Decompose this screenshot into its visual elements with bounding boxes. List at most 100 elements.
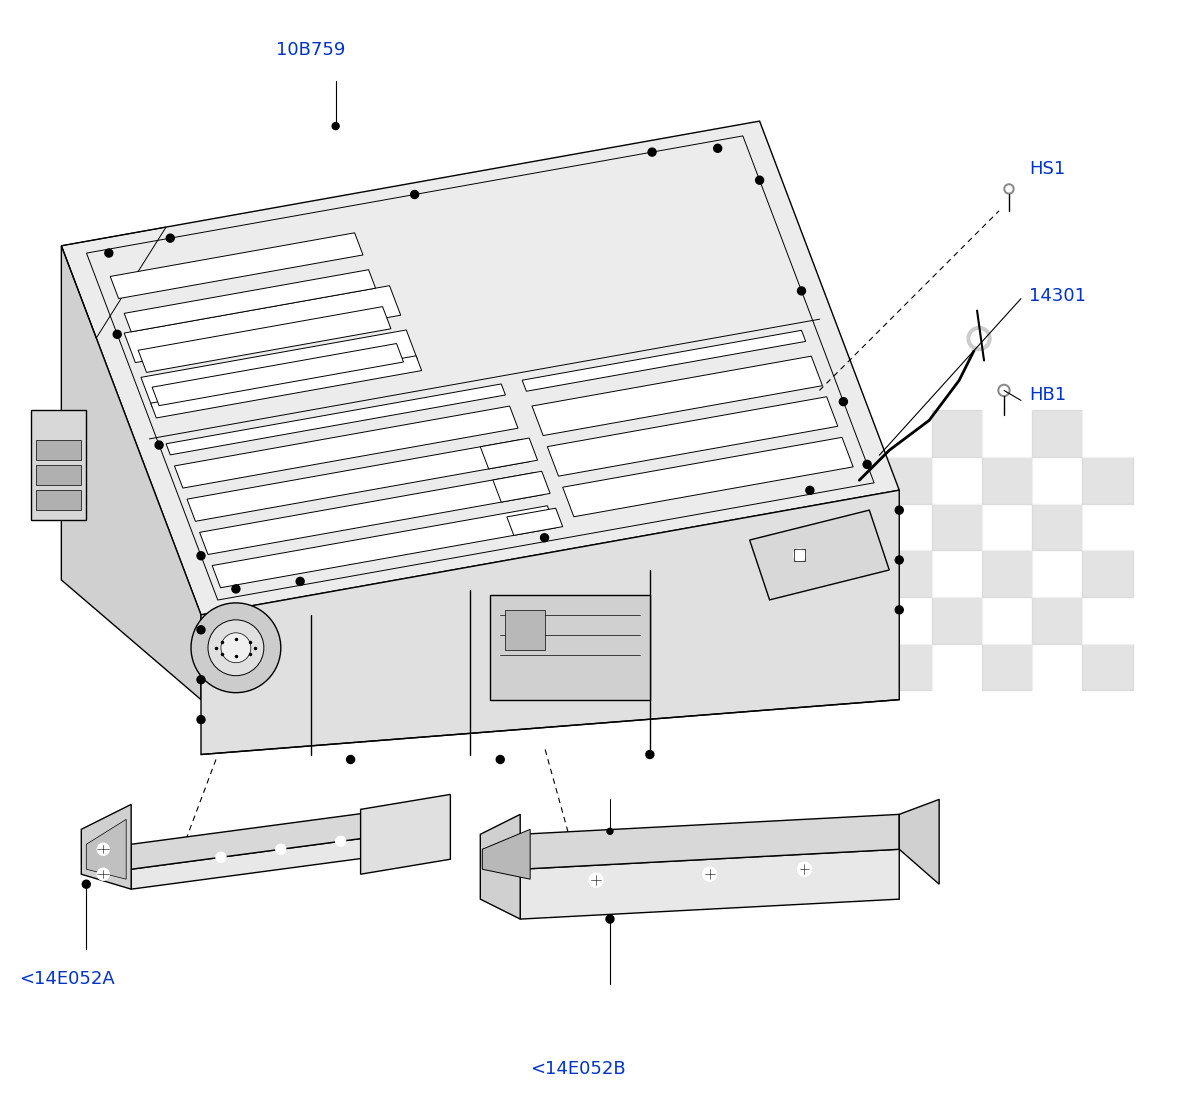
- Bar: [1032, 504, 1082, 550]
- Bar: [1082, 504, 1133, 550]
- Bar: [982, 597, 1032, 644]
- Polygon shape: [505, 609, 545, 649]
- Circle shape: [714, 145, 721, 153]
- Circle shape: [806, 487, 814, 495]
- Polygon shape: [480, 438, 538, 469]
- Circle shape: [113, 331, 121, 339]
- Circle shape: [798, 862, 811, 877]
- Text: 10B759: 10B759: [276, 41, 346, 59]
- Polygon shape: [82, 804, 131, 889]
- Circle shape: [606, 915, 614, 924]
- Polygon shape: [520, 849, 899, 919]
- Circle shape: [296, 577, 304, 585]
- Circle shape: [589, 873, 602, 887]
- Bar: [982, 550, 1032, 597]
- Polygon shape: [899, 800, 940, 885]
- Polygon shape: [166, 384, 505, 455]
- Bar: [1082, 597, 1133, 644]
- Polygon shape: [482, 829, 530, 879]
- Bar: [982, 410, 1032, 457]
- Bar: [982, 504, 1032, 550]
- Bar: [881, 597, 931, 644]
- Circle shape: [155, 441, 163, 449]
- Polygon shape: [480, 814, 520, 919]
- Circle shape: [967, 326, 991, 351]
- Polygon shape: [522, 331, 805, 391]
- Circle shape: [197, 626, 205, 634]
- Polygon shape: [138, 306, 391, 372]
- Bar: [1032, 644, 1082, 691]
- Polygon shape: [110, 233, 362, 299]
- Text: HB1: HB1: [1028, 387, 1066, 404]
- Circle shape: [104, 250, 113, 257]
- Bar: [931, 644, 982, 691]
- Circle shape: [332, 123, 340, 129]
- Bar: [931, 597, 982, 644]
- Polygon shape: [86, 819, 126, 879]
- Circle shape: [1006, 186, 1012, 192]
- Polygon shape: [131, 829, 431, 889]
- Circle shape: [863, 460, 871, 468]
- Circle shape: [232, 585, 240, 593]
- Polygon shape: [36, 466, 82, 486]
- Circle shape: [895, 556, 904, 564]
- Circle shape: [167, 234, 174, 242]
- Circle shape: [216, 852, 226, 862]
- Bar: [1082, 457, 1133, 504]
- Bar: [881, 457, 931, 504]
- Bar: [881, 504, 931, 550]
- Circle shape: [1004, 184, 1014, 194]
- Polygon shape: [140, 330, 418, 407]
- Polygon shape: [131, 804, 431, 869]
- Circle shape: [895, 606, 904, 614]
- Bar: [1032, 597, 1082, 644]
- Bar: [881, 644, 931, 691]
- Polygon shape: [151, 355, 421, 418]
- Circle shape: [97, 843, 109, 856]
- Polygon shape: [31, 410, 86, 520]
- Bar: [1032, 550, 1082, 597]
- Circle shape: [410, 190, 419, 198]
- Circle shape: [208, 619, 264, 676]
- Bar: [1032, 457, 1082, 504]
- Bar: [982, 457, 1032, 504]
- Polygon shape: [493, 471, 550, 502]
- Circle shape: [840, 398, 847, 405]
- Circle shape: [895, 506, 904, 514]
- Circle shape: [191, 603, 281, 693]
- Bar: [931, 504, 982, 550]
- Circle shape: [703, 867, 716, 881]
- Circle shape: [221, 633, 251, 663]
- Bar: [881, 410, 931, 457]
- Text: c a r  p a r t s: c a r p a r t s: [145, 564, 386, 597]
- Circle shape: [497, 755, 504, 763]
- Circle shape: [83, 880, 90, 888]
- Text: <14E052A: <14E052A: [19, 970, 115, 988]
- Polygon shape: [152, 343, 403, 405]
- Polygon shape: [61, 246, 200, 700]
- Bar: [931, 550, 982, 597]
- Polygon shape: [36, 490, 82, 510]
- Bar: [931, 410, 982, 457]
- Polygon shape: [506, 508, 563, 536]
- Circle shape: [197, 551, 205, 559]
- Text: HS1: HS1: [1028, 160, 1066, 178]
- Polygon shape: [491, 595, 650, 700]
- Circle shape: [347, 755, 355, 763]
- Polygon shape: [200, 490, 899, 754]
- Bar: [982, 644, 1032, 691]
- Polygon shape: [212, 506, 556, 588]
- Bar: [1032, 410, 1082, 457]
- Polygon shape: [61, 121, 899, 615]
- Circle shape: [648, 148, 656, 156]
- Circle shape: [1000, 387, 1008, 394]
- Circle shape: [971, 331, 988, 346]
- Bar: [1082, 410, 1133, 457]
- Circle shape: [97, 868, 109, 880]
- Circle shape: [276, 844, 286, 854]
- Bar: [1082, 550, 1133, 597]
- Circle shape: [798, 287, 805, 295]
- Circle shape: [197, 676, 205, 684]
- Text: <14E052B: <14E052B: [530, 1059, 625, 1077]
- Polygon shape: [124, 285, 401, 362]
